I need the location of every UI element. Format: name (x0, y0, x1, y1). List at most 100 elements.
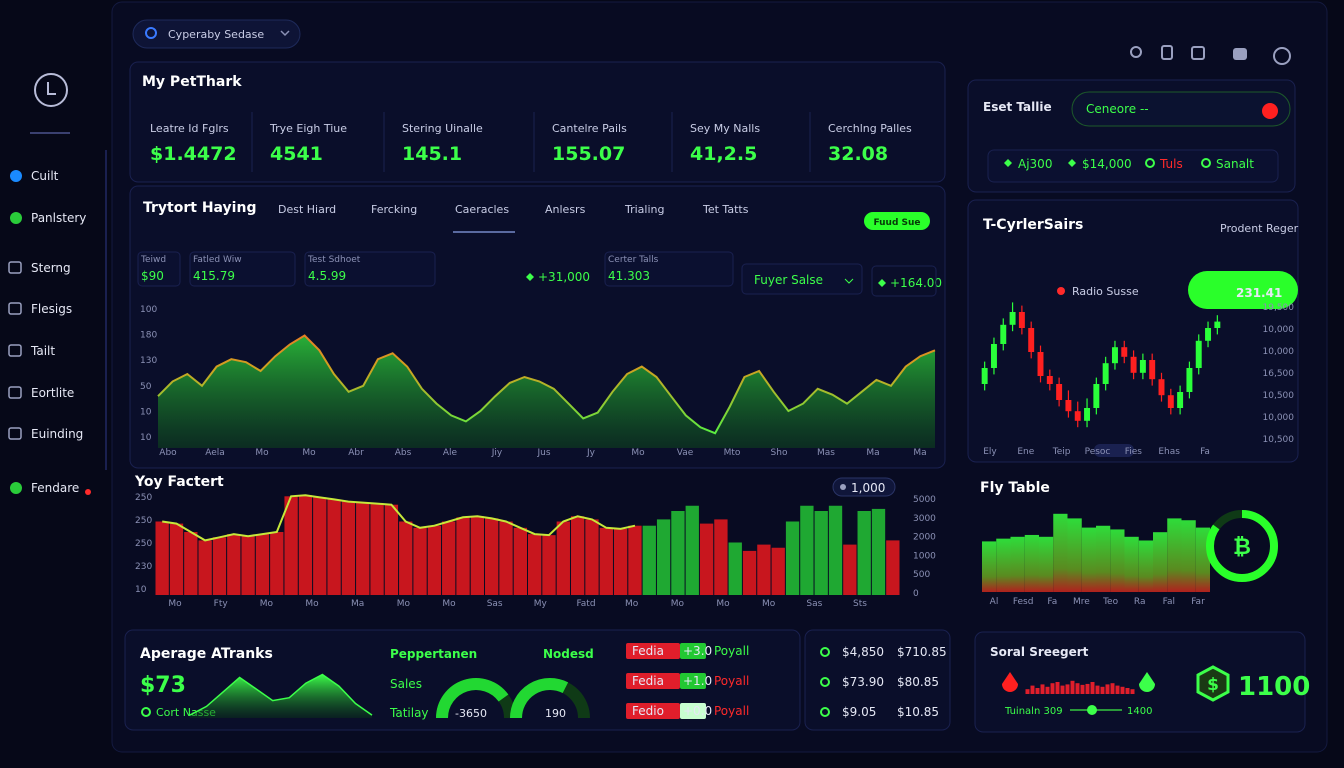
price: $73.90 (842, 675, 884, 689)
candle-body (1167, 395, 1174, 408)
y2-tick-label: 5000 (913, 495, 936, 505)
y-tick-label: 10,000 (1263, 413, 1295, 423)
bar (996, 538, 1011, 592)
x-tick-label: Mas (817, 448, 835, 458)
stat-value: 41.303 (608, 269, 650, 283)
bar (1045, 686, 1050, 694)
nav-item[interactable]: Sterng (31, 261, 71, 275)
payout-badge (680, 673, 706, 689)
alert-dot[interactable] (1262, 103, 1278, 119)
payout-badge-text: +0.0 (683, 704, 712, 718)
donut (1206, 510, 1278, 582)
candle-body (1121, 347, 1128, 357)
bar (1125, 688, 1130, 694)
bar (757, 544, 771, 595)
tab[interactable]: Trialing (624, 203, 665, 216)
bar (1120, 686, 1125, 694)
stat-value: 41,2.5 (690, 143, 757, 165)
bar (241, 536, 255, 595)
tab[interactable]: Caeracles (455, 203, 509, 216)
x-tick-label: Fal (1163, 597, 1175, 607)
payout-status: Poyall (714, 704, 749, 718)
bar (628, 525, 642, 595)
nav-item[interactable]: Flesigs (31, 302, 72, 316)
bar (1080, 684, 1085, 694)
factor-legend[interactable] (832, 477, 896, 497)
bar (642, 525, 656, 595)
candle-body (1009, 312, 1016, 325)
tab[interactable]: Tet Tatts (702, 203, 749, 216)
bar (1025, 689, 1030, 694)
nav-item[interactable]: Tailt (30, 344, 55, 358)
chip[interactable]: $14,000 (1082, 157, 1132, 171)
x-tick-label: Fatd (576, 599, 595, 609)
doc-icon[interactable] (1161, 45, 1173, 60)
price: $80.85 (897, 675, 939, 689)
tab[interactable]: Fercking (371, 203, 417, 216)
note-dot (141, 707, 151, 717)
area-fill (190, 674, 372, 718)
bar (284, 496, 298, 595)
stat-label: Cerchlng Palles (828, 122, 912, 135)
candle-body (1028, 328, 1035, 352)
nav-item[interactable]: Fendare (31, 481, 79, 495)
window-icon[interactable] (1191, 46, 1205, 60)
nav-item[interactable]: Cuilt (31, 169, 59, 183)
x-tick-label: Mo (255, 448, 269, 458)
x-tick-label: Abo (159, 448, 177, 458)
nav-item[interactable]: Eortlite (31, 386, 74, 400)
y-tick-label: 50 (140, 382, 152, 392)
chip-icon (1068, 159, 1076, 167)
dropdown[interactable] (741, 263, 863, 295)
chip-icon (1201, 158, 1211, 168)
y2-tick-label: 500 (913, 570, 930, 580)
bar (699, 523, 714, 595)
selector-icon (145, 27, 157, 39)
chat-icon[interactable] (1233, 48, 1247, 60)
coin-icon (1196, 665, 1230, 702)
sweep-knob[interactable] (1087, 705, 1097, 715)
logo[interactable] (34, 73, 68, 107)
bar (542, 535, 556, 595)
candle-body (981, 368, 988, 384)
chip[interactable]: Tuls (1159, 157, 1183, 171)
stat-box (304, 251, 436, 287)
action-button-label: Fuud Sue (873, 218, 920, 228)
bar (169, 523, 184, 595)
x-tick-label: Teo (1102, 597, 1119, 607)
nav-icon (10, 170, 22, 182)
x-tick-label: Al (990, 597, 999, 607)
bar (212, 537, 227, 595)
bar (227, 534, 241, 595)
up-icon (1139, 672, 1155, 692)
x-tick-label: Vae (677, 448, 694, 458)
candle-body (1084, 408, 1091, 421)
bar (1085, 683, 1090, 694)
x-tick-label: Ma (913, 448, 926, 458)
search-box[interactable] (1071, 91, 1291, 127)
stat-label: Teiwd (140, 255, 166, 265)
candles-subtitle: Prodent Reger (1220, 222, 1299, 235)
chip[interactable]: Sanalt (1216, 157, 1254, 171)
stat-value: $90 (141, 269, 164, 283)
x-tick-label: Mo (625, 599, 639, 609)
y2-tick-label: 2000 (913, 533, 936, 543)
change-icon (526, 273, 534, 281)
y-tick-label: 10 (140, 433, 152, 443)
search-icon[interactable] (1130, 46, 1142, 58)
bar (1070, 680, 1075, 694)
x-tick-label: Jiy (491, 448, 503, 458)
candles-legend: Radio Susse (1072, 285, 1139, 298)
profile-icon[interactable] (1273, 47, 1291, 65)
tab[interactable]: Dest Hiard (278, 203, 336, 216)
nav-item[interactable]: Panlstery (31, 211, 86, 225)
selector[interactable] (132, 19, 301, 49)
x-tick-label: Teip (1052, 447, 1071, 457)
bar (828, 505, 843, 595)
chip[interactable]: Aj300 (1018, 157, 1052, 171)
tab[interactable]: Anlesrs (545, 203, 586, 216)
area-line (157, 334, 936, 435)
action-button[interactable] (864, 212, 930, 230)
nav-item[interactable]: Euinding (31, 427, 83, 441)
bar (1010, 536, 1025, 592)
